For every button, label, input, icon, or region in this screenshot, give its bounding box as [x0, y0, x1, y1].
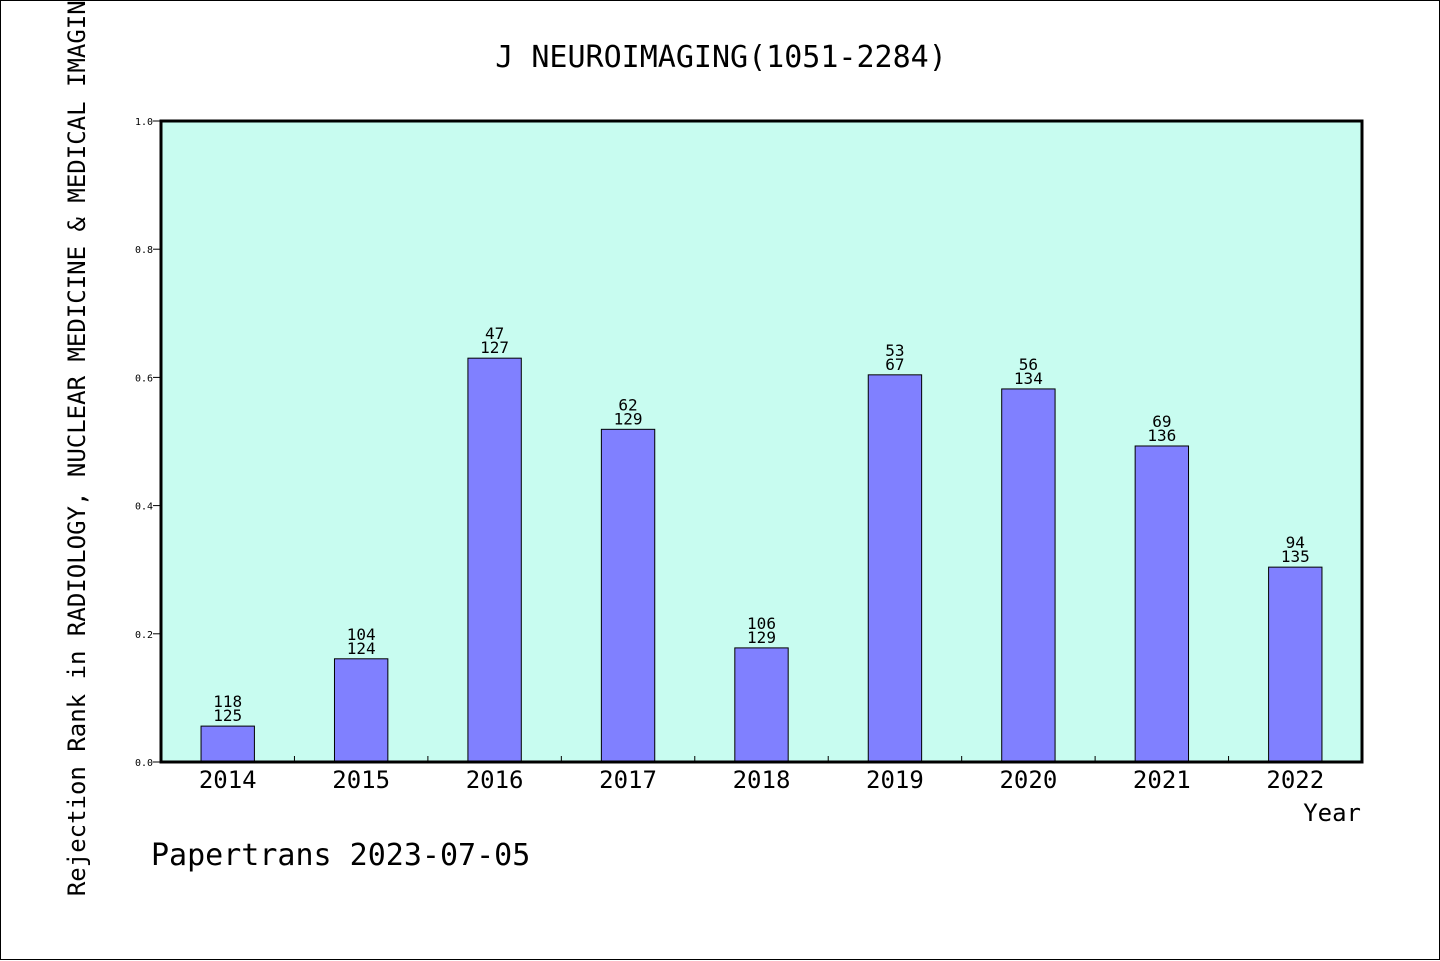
bar — [333, 658, 389, 763]
x-tick-label: 2016 — [466, 766, 524, 794]
bar-total-label: 127 — [480, 338, 509, 357]
bar-rank-label: 106 — [747, 614, 776, 633]
x-tick-label: 2022 — [1266, 766, 1324, 794]
bar-total-label: 134 — [1014, 369, 1043, 388]
y-tick-label: 0.6 — [135, 373, 153, 384]
y-tick-label: 1.0 — [135, 117, 153, 128]
x-tick-label: 2014 — [199, 766, 257, 794]
bar-rank-label: 56 — [1019, 355, 1038, 374]
x-tick-label: 2018 — [733, 766, 791, 794]
bar-total-label: 136 — [1147, 426, 1176, 445]
bar — [734, 647, 789, 763]
x-tick-label: 2019 — [866, 766, 924, 794]
y-axis-label: Rejection Rank in RADIOLOGY, NUCLEAR MED… — [63, 1, 91, 896]
bar-total-label: 129 — [747, 628, 776, 647]
x-tick-label: 2015 — [332, 766, 390, 794]
bar-total-label: 124 — [347, 639, 376, 658]
bar-rank-label: 53 — [885, 341, 904, 360]
bar — [1134, 445, 1190, 763]
bar — [600, 428, 656, 763]
y-tick-label: 0.0 — [135, 758, 153, 769]
x-tick-label: 2017 — [599, 766, 657, 794]
y-tick-label: 0.8 — [135, 245, 153, 256]
x-tick-label: 2020 — [999, 766, 1057, 794]
plot-border — [159, 119, 1364, 764]
bar — [867, 374, 923, 763]
y-tick-label: 0.2 — [135, 630, 153, 641]
bar-total-label: 135 — [1281, 547, 1310, 566]
bar-rank-label: 47 — [485, 324, 504, 343]
y-axis-ticks: 0.0 0.2 0.4 0.6 0.8 1.0 — [135, 117, 161, 769]
bar-rank-label: 62 — [618, 395, 637, 414]
bar — [1268, 566, 1323, 763]
bar-rank-label: 69 — [1152, 412, 1171, 431]
y-tick-label: 0.4 — [135, 502, 153, 513]
bar-total-label: 129 — [614, 409, 643, 428]
x-axis-label: Year — [1303, 799, 1361, 827]
chart-title: J NEUROIMAGING(1051-2284) — [495, 40, 947, 75]
bar-total-label: 67 — [885, 355, 904, 374]
x-tick-label: 2021 — [1133, 766, 1191, 794]
bars — [200, 357, 1323, 763]
bar-rank-label: 118 — [213, 692, 242, 711]
bar-rank-label: 94 — [1286, 533, 1305, 552]
bar-rank-label: 104 — [347, 625, 376, 644]
footer-watermark: Papertrans 2023-07-05 — [151, 838, 530, 873]
bar — [200, 725, 255, 763]
bar-total-label: 125 — [213, 706, 242, 725]
bar — [467, 357, 522, 763]
bar — [1001, 388, 1056, 763]
x-axis-ticks: 2014 2015 2016 2017 2018 2019 2020 2021 2022 — [199, 756, 1324, 794]
